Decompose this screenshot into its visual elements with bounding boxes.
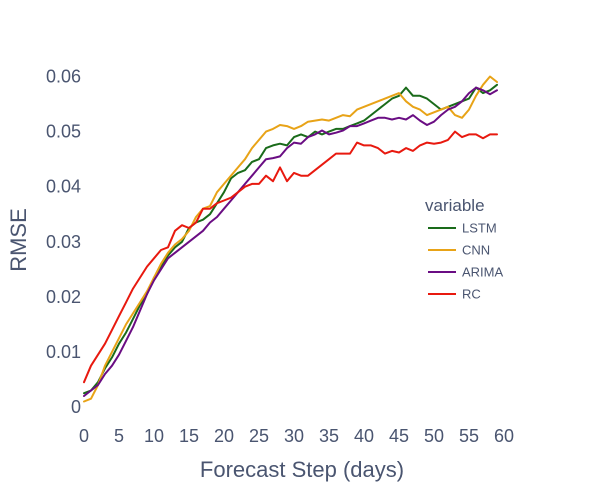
x-tick-label: 15 [179,426,199,446]
y-tick-label: 0.05 [46,122,81,142]
series-line-rc [83,130,498,384]
legend: variable LSTM CNN ARIMA RC [425,196,504,302]
legend-title: variable [425,196,485,215]
x-tick-label: 50 [424,426,444,446]
y-axis-title: RMSE [6,208,31,272]
y-tick-label: 0.04 [46,177,81,197]
x-tick-label: 60 [494,426,514,446]
legend-item-rc[interactable]: RC [428,287,481,302]
legend-items: LSTM CNN ARIMA RC [428,221,504,302]
legend-item-lstm[interactable]: LSTM [428,221,497,236]
y-tick-label: 0.02 [46,287,81,307]
x-tick-label: 5 [114,426,124,446]
series-line-arima [83,86,498,397]
x-tick-label: 0 [79,426,89,446]
x-tick-label: 20 [214,426,234,446]
x-tick-label: 30 [284,426,304,446]
x-tick-label: 35 [319,426,339,446]
x-tick-label: 10 [144,426,164,446]
series-line-cnn [83,75,498,403]
legend-label: ARIMA [462,265,504,280]
y-tick-label: 0 [71,397,81,417]
x-axis-ticks: 0 5 10 15 20 25 30 35 40 45 50 55 60 [79,426,514,446]
x-tick-label: 55 [459,426,479,446]
y-tick-label: 0.01 [46,342,81,362]
x-tick-label: 40 [354,426,374,446]
y-axis-ticks: 0 0.01 0.02 0.03 0.04 0.05 0.06 [46,67,81,417]
x-tick-label: 45 [389,426,409,446]
series-line-lstm [83,83,498,395]
legend-item-arima[interactable]: ARIMA [428,265,504,280]
x-axis-title: Forecast Step (days) [200,457,404,482]
y-tick-label: 0.06 [46,67,81,87]
y-tick-label: 0.03 [46,232,81,252]
legend-item-cnn[interactable]: CNN [428,243,490,258]
x-tick-label: 25 [249,426,269,446]
plot-lines [83,75,498,403]
legend-label: RC [462,287,481,302]
legend-label: CNN [462,243,490,258]
legend-label: LSTM [462,221,497,236]
